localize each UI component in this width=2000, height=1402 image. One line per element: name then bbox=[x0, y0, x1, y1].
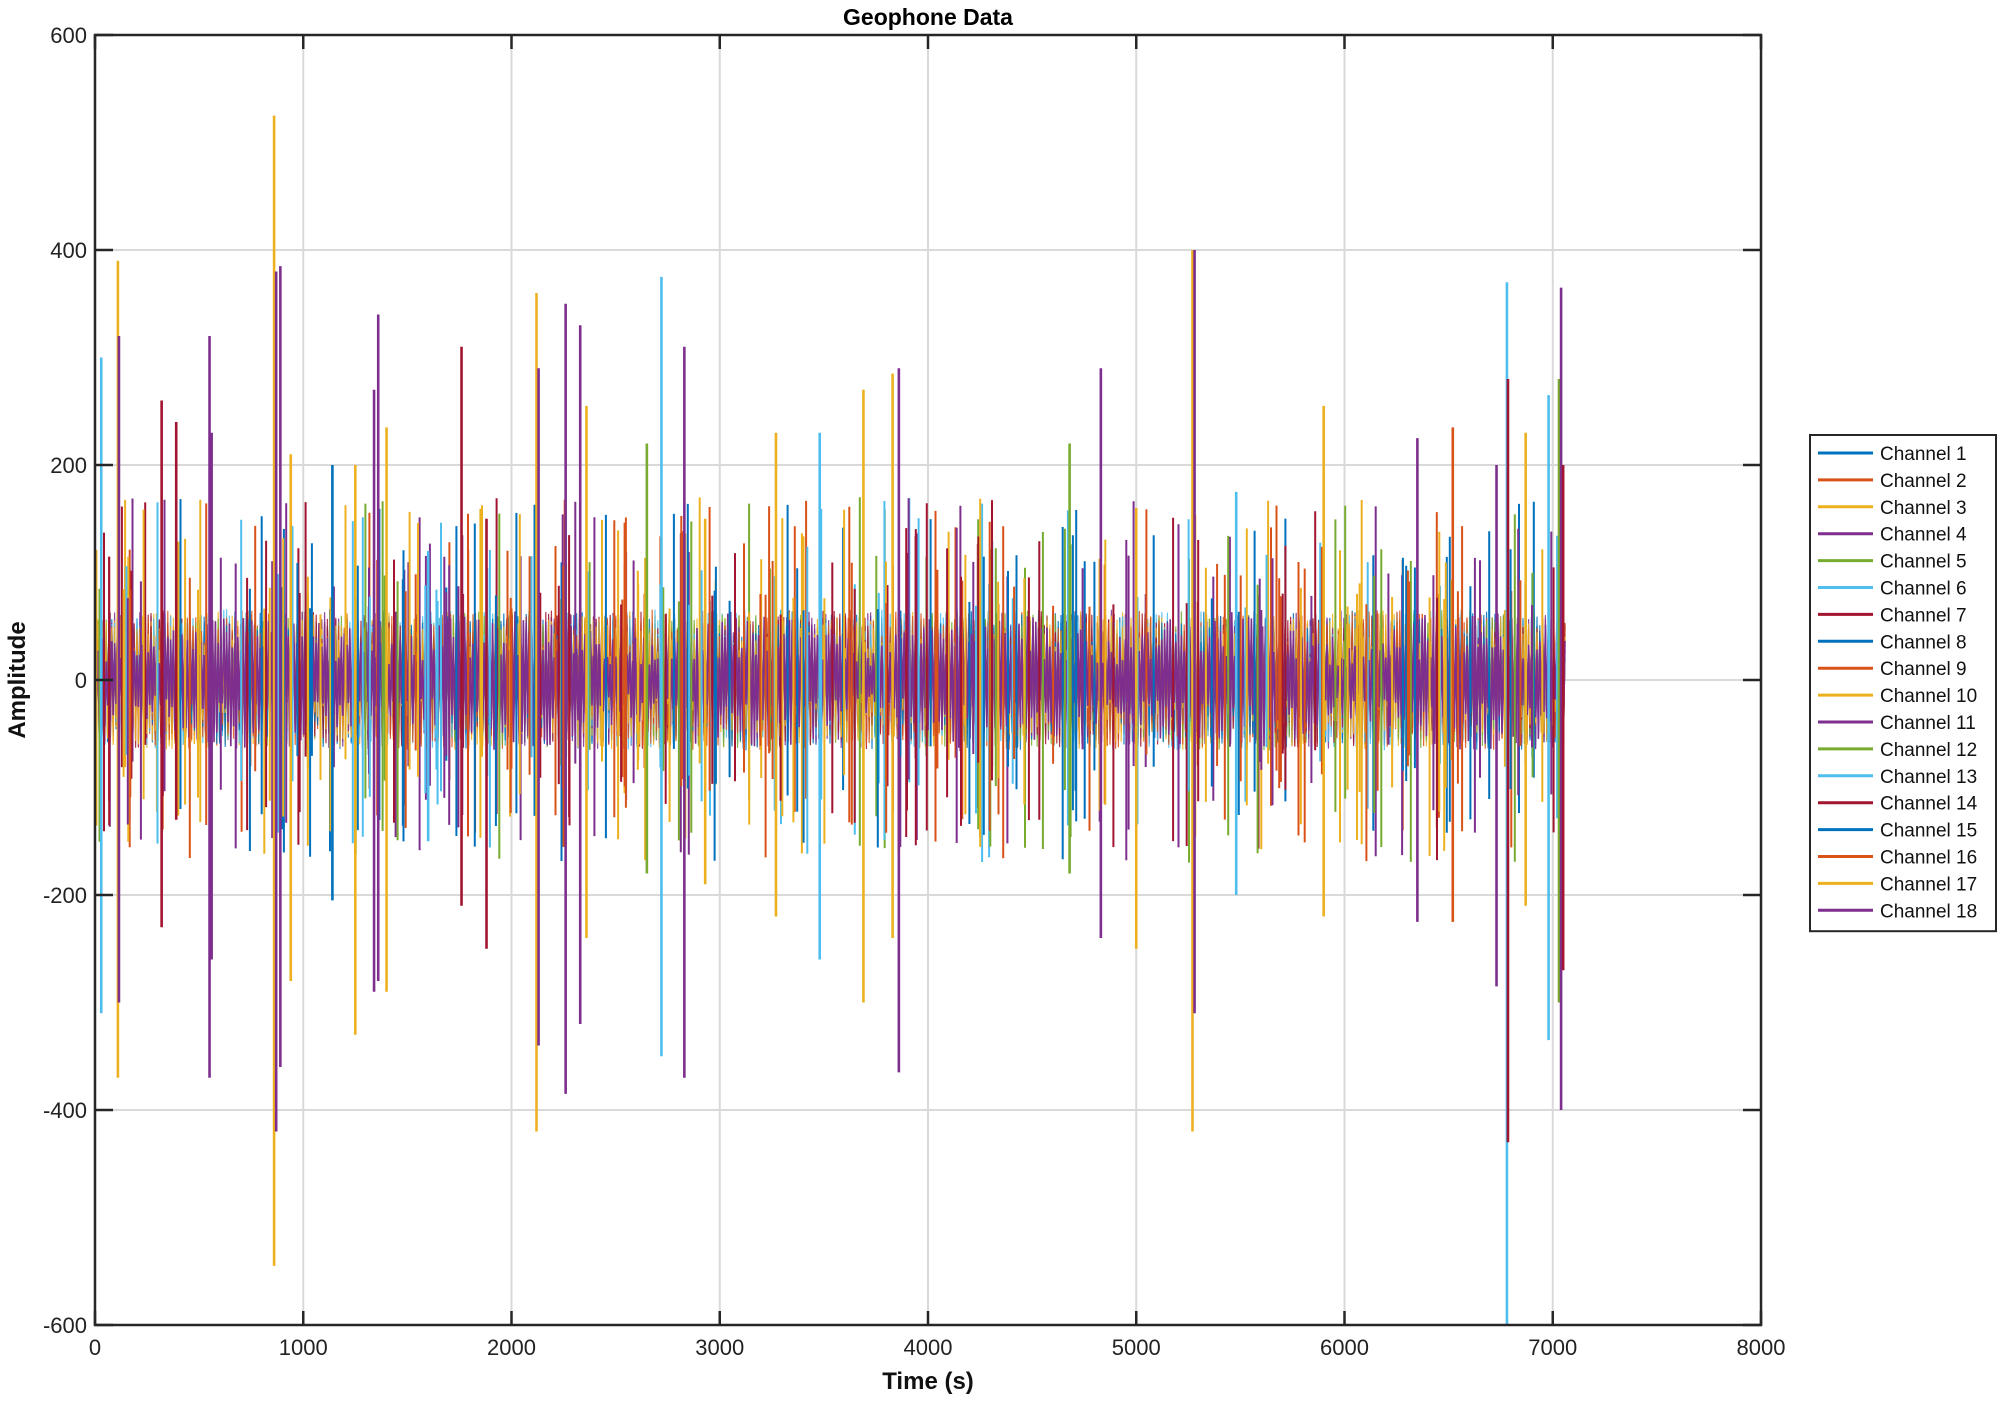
legend: Channel 1 Channel 2 Channel 3 Channel 4 Chan… bbox=[1809, 434, 1997, 933]
y-tick-label: -600 bbox=[43, 1313, 87, 1338]
legend-label: Channel 17 bbox=[1880, 874, 1977, 895]
legend-box bbox=[1809, 434, 1997, 933]
axis-ticks: 0 1000 2000 3000 4000 5000 6000 7000 8000-600-40… bbox=[43, 23, 1786, 1360]
x-tick-label: 6000 bbox=[1320, 1335, 1369, 1360]
x-tick-label: 2000 bbox=[487, 1335, 536, 1360]
x-tick-label: 8000 bbox=[1737, 1335, 1786, 1360]
legend-label: Channel 10 bbox=[1880, 686, 1977, 707]
legend-label: Channel 7 bbox=[1880, 605, 1967, 626]
x-tick-label: 0 bbox=[89, 1335, 101, 1360]
x-axis-title: Time (s) bbox=[882, 1368, 974, 1395]
y-tick-label: 0 bbox=[75, 668, 87, 693]
legend-label: Channel 15 bbox=[1880, 821, 1977, 842]
x-tick-label: 4000 bbox=[904, 1335, 953, 1360]
y-tick-label: 600 bbox=[50, 23, 87, 48]
legend-label: Channel 4 bbox=[1880, 525, 1967, 546]
x-tick-label: 1000 bbox=[279, 1335, 328, 1360]
legend-label: Channel 6 bbox=[1880, 579, 1967, 600]
x-tick-label: 7000 bbox=[1528, 1335, 1577, 1360]
y-tick-label: -400 bbox=[43, 1098, 87, 1123]
plot-traces bbox=[94, 115, 1566, 1325]
legend-label: Channel 8 bbox=[1880, 632, 1967, 653]
y-tick-label: 200 bbox=[50, 453, 87, 478]
y-axis-title: Amplitude bbox=[4, 621, 31, 738]
legend-label: Channel 1 bbox=[1880, 444, 1967, 465]
legend-label: Channel 13 bbox=[1880, 767, 1977, 788]
legend-label: Channel 2 bbox=[1880, 471, 1967, 492]
legend-label: Channel 12 bbox=[1880, 740, 1977, 761]
legend-label: Channel 18 bbox=[1880, 901, 1977, 922]
chart-title: Geophone Data bbox=[843, 4, 1013, 30]
legend-label: Channel 16 bbox=[1880, 848, 1977, 869]
x-tick-label: 3000 bbox=[695, 1335, 744, 1360]
y-tick-label: -200 bbox=[43, 883, 87, 908]
legend-label: Channel 3 bbox=[1880, 498, 1967, 519]
legend-label: Channel 14 bbox=[1880, 794, 1978, 815]
legend-label: Channel 9 bbox=[1880, 659, 1967, 680]
x-tick-label: 5000 bbox=[1112, 1335, 1161, 1360]
legend-label: Channel 11 bbox=[1880, 713, 1976, 734]
legend-label: Channel 5 bbox=[1880, 552, 1967, 573]
y-tick-label: 400 bbox=[50, 238, 87, 263]
